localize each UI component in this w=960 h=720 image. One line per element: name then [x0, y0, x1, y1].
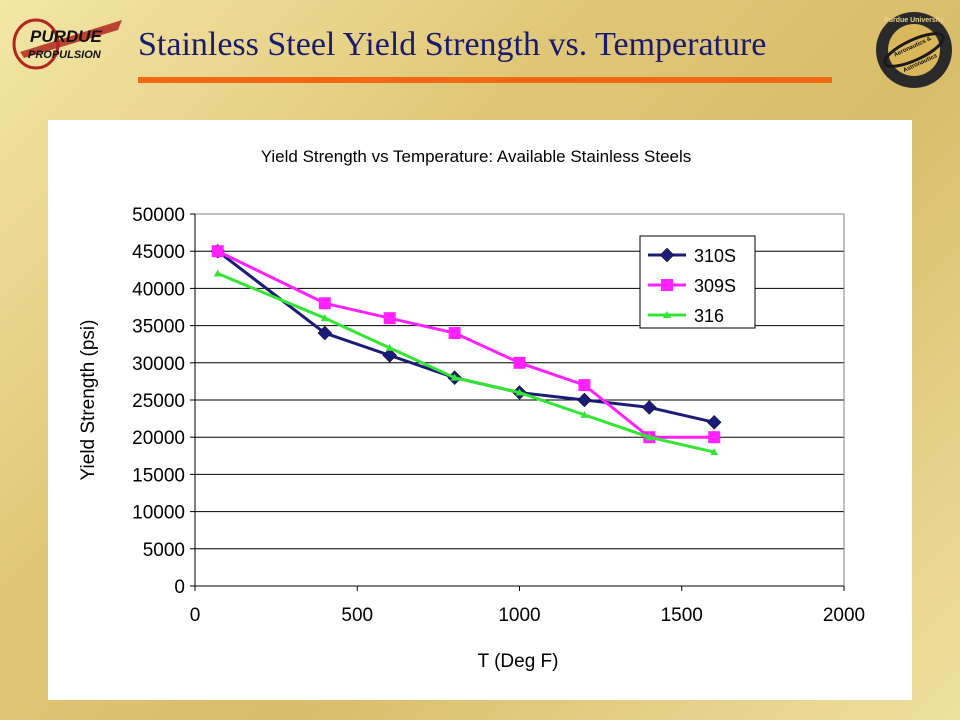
y-tick-label: 15000: [132, 465, 185, 486]
series-line-309S: [217, 249, 715, 439]
series-316: [213, 269, 719, 456]
slide-title: Stainless Steel Yield Strength vs. Tempe…: [138, 26, 767, 63]
data-point-316: [645, 433, 654, 441]
series-line-316: [217, 272, 715, 454]
y-tick-label: 5000: [143, 540, 185, 561]
purdue-propulsion-logo: PURDUE PROPULSION: [12, 18, 122, 70]
title-underline: [138, 77, 832, 83]
data-point-310S: [317, 325, 333, 341]
y-tick-label: 45000: [132, 242, 185, 263]
data-point-309S: [211, 245, 224, 258]
data-point-309S: [578, 379, 591, 392]
legend-label: 310S: [694, 246, 736, 266]
chart-panel: Yield Strength vs Temperature: Available…: [48, 120, 912, 700]
series-layer: [210, 243, 722, 456]
y-tick-label: 30000: [132, 354, 185, 375]
rocket-trail-icon: [20, 20, 122, 58]
data-point-310S: [706, 414, 722, 430]
x-tick-label: 500: [341, 605, 373, 626]
legend: 310S 309S 316: [639, 235, 756, 329]
y-tick-label: 25000: [132, 391, 185, 412]
x-tick-label: 1000: [498, 605, 540, 626]
data-point-316: [710, 448, 719, 456]
data-point-316: [320, 314, 329, 322]
left-logo-line2: PROPULSION: [28, 49, 102, 61]
legend-marker: [661, 279, 673, 291]
x-tick-label: 0: [190, 605, 201, 626]
legend-label: 316: [694, 306, 724, 326]
x-tick-label: 2000: [823, 605, 865, 626]
right-logo-line1: Purdue University: [884, 17, 944, 24]
y-tick-label: 50000: [132, 205, 185, 226]
data-point-316: [213, 269, 222, 277]
legend-marker: [659, 247, 675, 263]
y-tick-label: 20000: [132, 428, 185, 449]
data-point-316: [515, 388, 524, 396]
legend-label: 309S: [694, 276, 736, 296]
y-tick-label: 0: [174, 577, 185, 598]
x-axis-label: T (Deg F): [478, 651, 559, 672]
purdue-aero-astro-logo: Purdue University Aeronautics & Astronau…: [876, 12, 952, 88]
legend-box: [639, 235, 756, 329]
seal-inner-disc-icon: [888, 24, 940, 76]
y-tick-label: 35000: [132, 317, 185, 338]
data-point-310S: [641, 400, 657, 415]
data-point-309S: [383, 312, 396, 325]
data-point-316: [385, 343, 394, 351]
data-point-309S: [318, 297, 331, 310]
yield-strength-chart: Yield Strength vs Temperature: Available…: [78, 147, 865, 672]
seal-orbit-icon: [883, 32, 945, 68]
axes: 0500010000150002000025000300003500040000…: [132, 205, 865, 626]
x-tick-label: 1500: [661, 605, 703, 626]
y-axis-label: Yield Strength (psi): [78, 320, 99, 481]
data-point-310S: [382, 348, 398, 363]
data-point-309S: [513, 356, 526, 369]
legend-marker: [663, 311, 671, 318]
chart-title: Yield Strength vs Temperature: Available…: [261, 147, 692, 166]
data-point-316: [580, 410, 589, 418]
data-point-309S: [448, 327, 461, 340]
left-logo-line1: PURDUE: [30, 27, 102, 46]
data-point-310S: [577, 392, 592, 408]
data-point-309S: [708, 431, 721, 444]
data-point-316: [450, 373, 459, 381]
y-tick-label: 10000: [132, 503, 185, 524]
y-tick-label: 40000: [132, 279, 185, 300]
